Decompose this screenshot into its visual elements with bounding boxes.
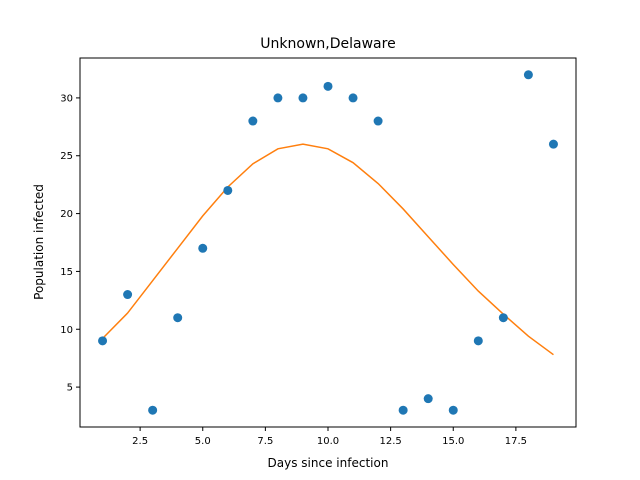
data-point <box>448 405 458 415</box>
y-tick-label: 20 <box>60 209 73 220</box>
y-tick-label: 30 <box>60 93 73 104</box>
data-point <box>123 290 133 300</box>
data-point <box>173 313 183 323</box>
data-point <box>548 139 558 149</box>
x-tick-label: 17.5 <box>505 436 527 447</box>
x-tick-label: 15.0 <box>442 436 464 447</box>
data-point <box>423 394 433 404</box>
data-point <box>498 313 508 323</box>
data-point <box>398 405 408 415</box>
axes-frame <box>79 57 577 428</box>
y-tick-label: 15 <box>60 267 73 278</box>
y-tick-label: 5 <box>67 383 73 394</box>
x-axis: 2.5 5.0 7.5 10.0 12.5 15.0 17.5 <box>132 427 527 447</box>
data-point <box>298 93 308 103</box>
data-point <box>148 405 158 415</box>
x-axis-label: Days since infection <box>268 456 389 470</box>
x-tick-label: 7.5 <box>257 436 273 447</box>
data-point <box>523 70 533 80</box>
y-axis: 5 10 15 20 25 30 <box>60 93 80 394</box>
data-point <box>273 93 283 103</box>
fit-line <box>102 143 554 356</box>
data-point <box>198 243 208 253</box>
y-tick-label: 10 <box>60 325 73 336</box>
data-point <box>223 185 233 195</box>
x-tick-label: 12.5 <box>379 436 401 447</box>
chart-title: Unknown,Delaware <box>260 36 395 52</box>
data-point <box>323 81 333 91</box>
data-point <box>473 336 483 346</box>
data-point <box>248 116 258 126</box>
data-point <box>348 93 358 103</box>
x-tick-label: 10.0 <box>317 436 339 447</box>
x-tick-label: 2.5 <box>132 436 148 447</box>
y-axis-label: Population infected <box>32 184 46 300</box>
x-tick-label: 5.0 <box>195 436 211 447</box>
y-tick-label: 25 <box>60 151 73 162</box>
data-point <box>373 116 383 126</box>
data-point <box>98 336 108 346</box>
plot-area <box>98 70 558 415</box>
